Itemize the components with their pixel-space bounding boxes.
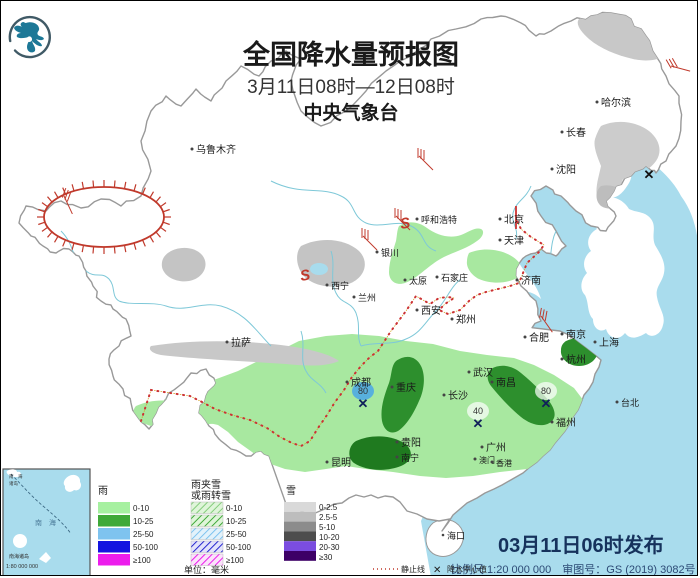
svg-text:2.5-5: 2.5-5 [319, 513, 338, 522]
svg-text:静止线: 静止线 [401, 564, 425, 574]
svg-text:哈尔滨: 哈尔滨 [601, 96, 631, 109]
svg-text:长沙: 长沙 [448, 390, 468, 402]
svg-text:兰州: 兰州 [358, 292, 376, 303]
svg-text:呼和浩特: 呼和浩特 [421, 214, 457, 225]
svg-text:拉萨: 拉萨 [231, 336, 251, 349]
svg-text:≥100: ≥100 [133, 556, 151, 565]
svg-text:全国降水量预报图: 全国降水量预报图 [242, 39, 459, 70]
svg-text:北京: 北京 [504, 213, 524, 226]
svg-text:南昌: 南昌 [496, 376, 516, 389]
svg-text:0-10: 0-10 [226, 504, 243, 513]
svg-text:3月11日08时—12日08时: 3月11日08时—12日08时 [247, 76, 455, 98]
svg-text:成都: 成都 [351, 377, 371, 389]
svg-text:南 海: 南 海 [35, 518, 56, 527]
svg-text:福州: 福州 [556, 416, 576, 429]
svg-text:或雨转雪: 或雨转雪 [191, 489, 231, 502]
svg-text:武汉: 武汉 [473, 366, 493, 379]
svg-text:昆明: 昆明 [331, 457, 351, 469]
svg-text:石家庄: 石家庄 [441, 272, 468, 283]
svg-text:0-10: 0-10 [133, 504, 150, 513]
svg-text:诸岛: 诸岛 [9, 480, 18, 487]
svg-text:贵阳: 贵阳 [401, 436, 421, 449]
svg-text:乌鲁木齐: 乌鲁木齐 [196, 143, 236, 156]
svg-text:03月11日06时发布: 03月11日06时发布 [498, 533, 664, 557]
svg-text:杭州: 杭州 [566, 353, 586, 366]
svg-text:25-50: 25-50 [133, 530, 154, 539]
svg-text:✕: ✕ [541, 396, 552, 411]
svg-text:单位：毫米: 单位：毫米 [184, 564, 229, 575]
svg-text:雪: 雪 [286, 485, 296, 497]
svg-text:南 海: 南 海 [9, 473, 23, 480]
svg-text:南京: 南京 [566, 328, 586, 341]
svg-text:上海: 上海 [599, 336, 619, 349]
svg-text:海口: 海口 [447, 530, 465, 541]
svg-text:香港: 香港 [496, 458, 512, 468]
svg-text:天津: 天津 [504, 235, 524, 247]
svg-text:10-20: 10-20 [319, 533, 340, 542]
svg-text:台北: 台北 [621, 397, 639, 408]
svg-text:50-100: 50-100 [133, 543, 158, 552]
svg-text:0-2.5: 0-2.5 [319, 503, 338, 512]
svg-text:太原: 太原 [409, 275, 427, 286]
svg-text:1:80 000 000: 1:80 000 000 [6, 564, 38, 570]
svg-text:10-25: 10-25 [133, 517, 154, 526]
svg-text:比例尺 1:20 000 000 审图号：GS (2019): 比例尺 1:20 000 000 审图号：GS (2019) 3082号 [451, 562, 696, 576]
svg-text:郑州: 郑州 [456, 313, 476, 326]
svg-text:40: 40 [473, 406, 483, 416]
svg-text:西宁: 西宁 [331, 280, 349, 291]
svg-text:沈阳: 沈阳 [556, 163, 576, 176]
svg-text:合肥: 合肥 [529, 331, 549, 344]
svg-text:银川: 银川 [381, 247, 399, 258]
svg-text:重庆: 重庆 [396, 381, 416, 394]
svg-text:≥30: ≥30 [319, 553, 333, 562]
svg-text:西安: 西安 [421, 304, 441, 317]
svg-text:5-10: 5-10 [319, 523, 336, 532]
svg-text:✕: ✕ [473, 416, 484, 431]
svg-text:✕: ✕ [358, 396, 369, 411]
svg-text:广州: 广州 [486, 442, 506, 454]
svg-text:中央气象台: 中央气象台 [303, 101, 398, 124]
svg-text:南宁: 南宁 [401, 452, 419, 463]
svg-text:雨夹雪: 雨夹雪 [191, 478, 221, 491]
svg-text:✕: ✕ [433, 565, 441, 576]
svg-text:≥100: ≥100 [226, 556, 244, 565]
svg-text:降水中心值: 降水中心值 [447, 564, 487, 574]
svg-text:80: 80 [541, 386, 551, 396]
svg-text:✕: ✕ [644, 167, 655, 182]
svg-text:25-50: 25-50 [226, 530, 247, 539]
svg-text:50-100: 50-100 [226, 543, 251, 552]
svg-text:济南: 济南 [521, 274, 541, 287]
svg-text:20-30: 20-30 [319, 543, 340, 552]
svg-text:雨: 雨 [98, 486, 108, 497]
svg-text:南海诸岛: 南海诸岛 [9, 553, 29, 560]
svg-text:澳门: 澳门 [479, 455, 495, 465]
svg-text:长春: 长春 [566, 127, 586, 139]
svg-text:10-25: 10-25 [226, 517, 247, 526]
